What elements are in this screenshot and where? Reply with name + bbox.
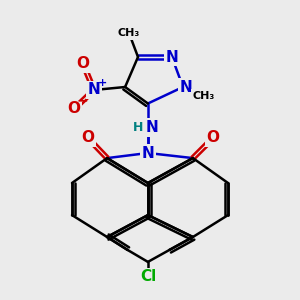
Text: N: N <box>88 82 100 98</box>
Text: N: N <box>166 50 178 64</box>
Text: N: N <box>180 80 192 94</box>
Text: −: − <box>77 94 88 107</box>
Text: +: + <box>98 77 107 88</box>
Text: N: N <box>146 120 159 135</box>
Text: CH₃: CH₃ <box>118 28 140 38</box>
Text: O: O <box>76 56 90 71</box>
Text: N: N <box>142 146 154 160</box>
Text: O: O <box>81 130 94 146</box>
Text: O: O <box>68 101 81 116</box>
Text: Cl: Cl <box>140 269 156 284</box>
Text: CH₃: CH₃ <box>193 91 215 101</box>
Text: O: O <box>206 130 220 146</box>
Text: H: H <box>133 121 143 134</box>
